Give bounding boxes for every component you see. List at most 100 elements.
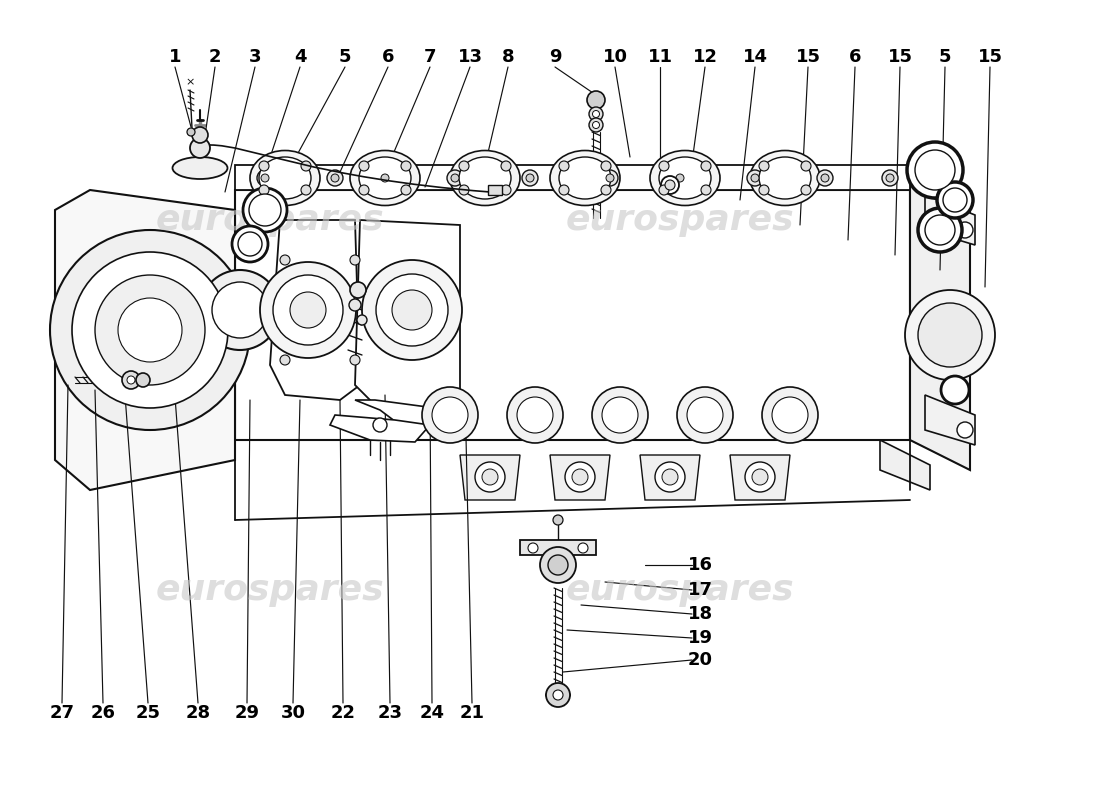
Circle shape xyxy=(662,469,678,485)
Text: 22: 22 xyxy=(330,704,355,722)
Polygon shape xyxy=(355,400,450,430)
Circle shape xyxy=(676,174,684,182)
Polygon shape xyxy=(925,195,975,245)
Bar xyxy=(488,185,502,195)
Circle shape xyxy=(301,161,311,171)
Circle shape xyxy=(602,170,618,186)
Circle shape xyxy=(482,469,498,485)
Circle shape xyxy=(243,188,287,232)
Text: 27: 27 xyxy=(50,704,75,722)
Polygon shape xyxy=(355,220,460,410)
Text: 14: 14 xyxy=(742,48,768,66)
Ellipse shape xyxy=(750,150,820,206)
Circle shape xyxy=(447,170,463,186)
Circle shape xyxy=(122,371,140,389)
Text: eurospares: eurospares xyxy=(565,203,794,237)
Polygon shape xyxy=(925,395,975,445)
Ellipse shape xyxy=(659,157,711,199)
Text: eurospares: eurospares xyxy=(156,203,384,237)
Text: 2: 2 xyxy=(209,48,221,66)
Polygon shape xyxy=(550,455,610,500)
Circle shape xyxy=(801,161,811,171)
Text: 4: 4 xyxy=(294,48,306,66)
Ellipse shape xyxy=(459,157,512,199)
Circle shape xyxy=(553,690,563,700)
Text: 17: 17 xyxy=(688,581,713,599)
Text: 6: 6 xyxy=(382,48,394,66)
Text: 29: 29 xyxy=(234,704,260,722)
Circle shape xyxy=(232,226,268,262)
Text: 19: 19 xyxy=(688,629,713,647)
Circle shape xyxy=(559,161,569,171)
Polygon shape xyxy=(880,440,929,490)
Circle shape xyxy=(688,397,723,433)
Circle shape xyxy=(327,170,343,186)
Polygon shape xyxy=(55,190,235,490)
Circle shape xyxy=(500,185,512,195)
Circle shape xyxy=(905,290,996,380)
Circle shape xyxy=(588,118,603,132)
Circle shape xyxy=(578,543,588,553)
Circle shape xyxy=(565,462,595,492)
Circle shape xyxy=(331,174,339,182)
Circle shape xyxy=(701,161,711,171)
Circle shape xyxy=(280,355,290,365)
Circle shape xyxy=(572,469,588,485)
Circle shape xyxy=(606,174,614,182)
Ellipse shape xyxy=(559,157,610,199)
Circle shape xyxy=(886,174,894,182)
Ellipse shape xyxy=(650,150,721,206)
Text: 8: 8 xyxy=(502,48,515,66)
Circle shape xyxy=(672,170,688,186)
Text: 30: 30 xyxy=(280,704,306,722)
Circle shape xyxy=(258,161,270,171)
Polygon shape xyxy=(235,165,910,190)
Polygon shape xyxy=(640,455,700,500)
Ellipse shape xyxy=(250,150,320,206)
Circle shape xyxy=(752,469,768,485)
Polygon shape xyxy=(270,220,360,400)
Circle shape xyxy=(661,176,679,194)
Polygon shape xyxy=(520,540,596,555)
Circle shape xyxy=(925,215,955,245)
Text: 5: 5 xyxy=(938,48,952,66)
Circle shape xyxy=(451,174,459,182)
Text: eurospares: eurospares xyxy=(156,573,384,607)
Circle shape xyxy=(350,355,360,365)
Text: 25: 25 xyxy=(135,704,161,722)
Circle shape xyxy=(350,255,360,265)
Circle shape xyxy=(475,462,505,492)
Circle shape xyxy=(258,185,270,195)
Text: 24: 24 xyxy=(419,704,444,722)
Circle shape xyxy=(676,387,733,443)
Text: 1: 1 xyxy=(168,48,182,66)
Circle shape xyxy=(759,185,769,195)
Circle shape xyxy=(908,142,962,198)
Text: 20: 20 xyxy=(688,651,713,669)
Text: 26: 26 xyxy=(90,704,116,722)
Circle shape xyxy=(422,387,478,443)
Circle shape xyxy=(507,387,563,443)
Text: ×: × xyxy=(185,77,195,87)
Circle shape xyxy=(257,170,273,186)
Circle shape xyxy=(187,128,195,136)
Circle shape xyxy=(50,230,250,430)
Circle shape xyxy=(957,422,974,438)
Circle shape xyxy=(249,194,280,226)
Polygon shape xyxy=(235,190,910,440)
Ellipse shape xyxy=(350,150,420,206)
Circle shape xyxy=(592,387,648,443)
Circle shape xyxy=(192,127,208,143)
Polygon shape xyxy=(730,455,790,500)
Text: 15: 15 xyxy=(795,48,821,66)
Circle shape xyxy=(593,122,600,129)
Circle shape xyxy=(759,161,769,171)
Circle shape xyxy=(772,397,808,433)
Circle shape xyxy=(821,174,829,182)
Text: 9: 9 xyxy=(549,48,561,66)
Circle shape xyxy=(377,170,393,186)
Text: 15: 15 xyxy=(888,48,913,66)
Circle shape xyxy=(517,397,553,433)
Text: 12: 12 xyxy=(693,48,717,66)
Text: 3: 3 xyxy=(249,48,262,66)
